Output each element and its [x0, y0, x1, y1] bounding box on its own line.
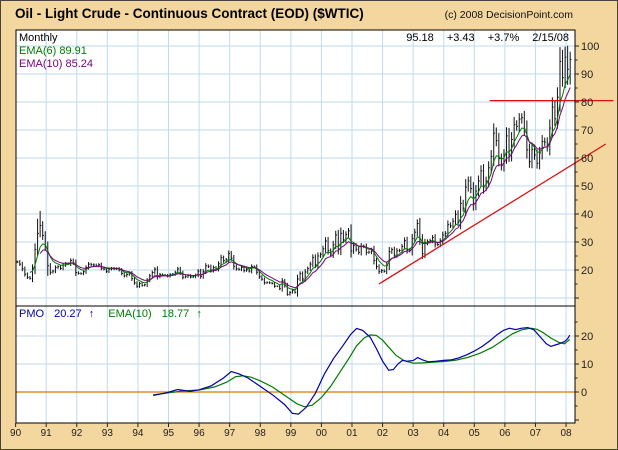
svg-text:93: 93	[102, 428, 114, 439]
svg-text:98: 98	[255, 428, 267, 439]
page-title: Oil - Light Crude - Continuous Contract …	[15, 6, 364, 21]
timeframe-label: Monthly	[19, 32, 58, 44]
x-axis: 90 91 92 93 94 95 96 97 98 99 00 01 02 03 04 05 06 07 08	[10, 423, 572, 439]
svg-text:90: 90	[581, 69, 593, 81]
pmo-ema-label: EMA(10)	[108, 308, 152, 320]
svg-text:00: 00	[316, 428, 328, 439]
ema6-line	[29, 74, 571, 291]
quote-date: 2/15/08	[532, 32, 569, 44]
ema10-line	[39, 87, 571, 289]
svg-text:92: 92	[71, 428, 83, 439]
svg-text:07: 07	[530, 428, 542, 439]
pmo-up-arrow-icon: ↑	[88, 308, 95, 320]
svg-text:08: 08	[560, 428, 572, 439]
svg-text:90: 90	[10, 428, 22, 439]
price-y-axis: 20 30 40 50 60 70 80 90 100	[575, 41, 599, 299]
svg-text:99: 99	[285, 428, 297, 439]
svg-text:0: 0	[581, 387, 587, 399]
svg-text:80: 80	[581, 97, 593, 109]
pmo-ema-up-arrow-icon: ↑	[196, 308, 202, 320]
copyright-text: (c) 2008 DecisionPoint.com	[444, 9, 573, 21]
price-change: +3.43	[446, 32, 475, 44]
quote-row: 95.18 +3.43 +3.7% 2/15/08	[406, 32, 569, 45]
pmo-value: 20.27	[54, 308, 82, 320]
ema6-legend: EMA(6) 89.91	[19, 45, 87, 57]
pmo-legend: PMO 20.27 ↑ EMA(10) 18.77 ↑	[19, 308, 202, 321]
price-legend: Monthly EMA(6) 89.91 EMA(10) 85.24	[19, 32, 93, 71]
svg-text:05: 05	[469, 428, 481, 439]
pmo-label: PMO	[19, 308, 45, 320]
pmo-ema-value: 18.77	[161, 308, 190, 320]
svg-text:70: 70	[581, 125, 593, 137]
svg-text:95: 95	[163, 428, 175, 439]
pmo-line	[153, 326, 571, 415]
ema10-legend: EMA(10) 85.24	[19, 58, 93, 70]
svg-text:04: 04	[438, 428, 450, 439]
svg-text:01: 01	[346, 428, 358, 439]
svg-text:20: 20	[581, 265, 593, 277]
svg-text:02: 02	[377, 428, 389, 439]
svg-text:97: 97	[224, 428, 236, 439]
svg-text:10: 10	[581, 359, 593, 371]
pmo-y-axis: 0 10 20	[575, 321, 593, 421]
svg-text:40: 40	[581, 209, 593, 221]
svg-text:30: 30	[581, 237, 593, 249]
svg-text:100: 100	[581, 41, 599, 53]
trendlines	[378, 99, 614, 285]
svg-text:94: 94	[132, 428, 144, 439]
last-price: 95.18	[406, 32, 434, 44]
title-row: Oil - Light Crude - Continuous Contract …	[15, 6, 573, 21]
svg-text:91: 91	[41, 428, 53, 439]
svg-text:96: 96	[194, 428, 206, 439]
svg-text:06: 06	[499, 428, 511, 439]
svg-text:60: 60	[581, 153, 593, 165]
svg-text:03: 03	[408, 428, 420, 439]
svg-text:20: 20	[581, 331, 593, 343]
price-change-pct: +3.7%	[487, 32, 520, 44]
pmo-ema-line	[153, 327, 571, 408]
svg-text:50: 50	[581, 181, 593, 193]
